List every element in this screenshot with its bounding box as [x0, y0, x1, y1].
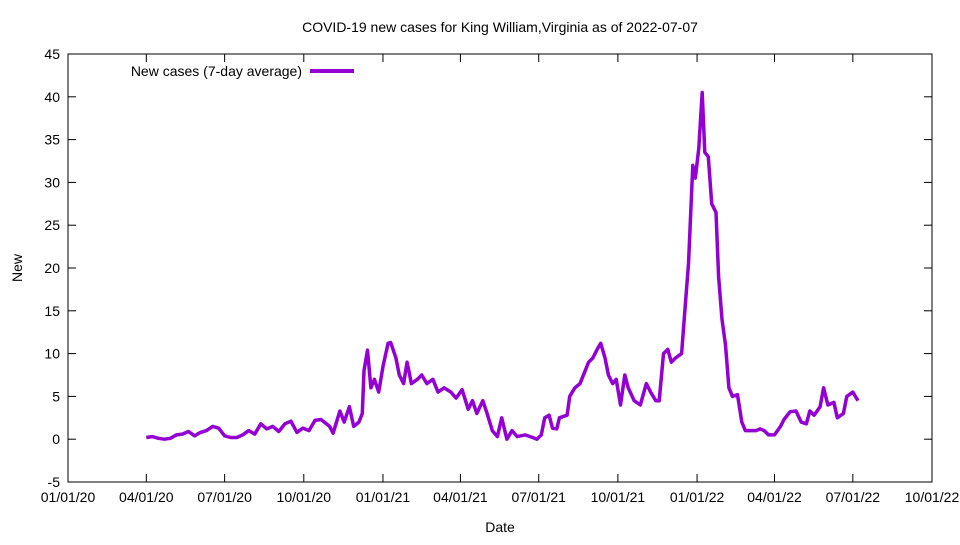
x-tick-label: 01/01/20	[41, 489, 96, 505]
y-tick-label: 30	[44, 174, 60, 190]
series-line	[146, 90, 860, 441]
y-tick-label: -5	[48, 474, 61, 490]
y-tick-label: 45	[44, 46, 60, 62]
chart-title: COVID-19 new cases for King William,Virg…	[302, 19, 698, 35]
y-tick-label: 15	[44, 303, 60, 319]
x-tick-label: 07/01/21	[511, 489, 566, 505]
x-tick-label: 04/01/21	[433, 489, 488, 505]
legend: New cases (7-day average)	[131, 63, 354, 79]
x-axis: 01/01/20 04/01/20 07/01/20 10/01/20 01/01/21…	[41, 54, 960, 505]
y-tick-label: 0	[52, 431, 60, 447]
x-tick-label: 01/01/21	[356, 489, 411, 505]
x-axis-label: Date	[485, 519, 515, 535]
x-tick-label: 01/01/22	[670, 489, 725, 505]
x-tick-label: 07/01/20	[197, 489, 252, 505]
x-tick-label: 04/01/22	[747, 489, 802, 505]
y-tick-label: 25	[44, 217, 60, 233]
y-tick-label: 10	[44, 346, 60, 362]
x-tick-label: 10/01/21	[591, 489, 646, 505]
y-tick-label: 5	[52, 388, 60, 404]
y-tick-label: 40	[44, 89, 60, 105]
x-tick-label: 04/01/20	[119, 489, 174, 505]
y-tick-label: 20	[44, 260, 60, 276]
y-axis: -5 0 5 10 15 20 25 30 35 40 45	[44, 46, 932, 490]
y-axis-label: New	[9, 253, 25, 282]
x-tick-label: 10/01/20	[277, 489, 332, 505]
y-tick-label: 35	[44, 132, 60, 148]
legend-label: New cases (7-day average)	[131, 63, 302, 79]
series-layer	[146, 90, 860, 441]
x-tick-label: 10/01/22	[905, 489, 960, 505]
x-tick-label: 07/01/22	[826, 489, 881, 505]
